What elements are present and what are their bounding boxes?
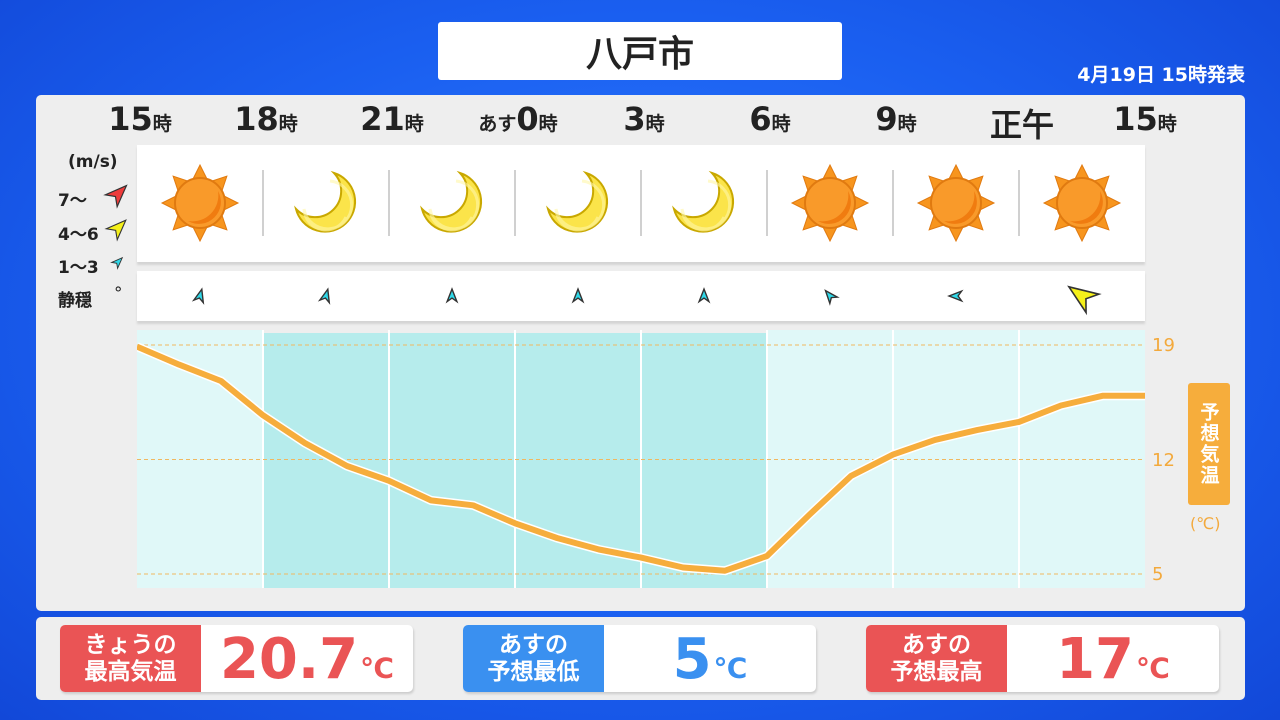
location-title: 八戸市: [438, 22, 842, 80]
wind-arrow-cyan-icon: [110, 256, 124, 270]
summary-label: あすの 予想最高: [866, 625, 1007, 692]
wind-unit-label: (m/s): [68, 152, 118, 172]
y-tick-5: 5: [1152, 564, 1164, 585]
hour-label: 21時: [360, 100, 424, 138]
wind-arrow-icon: [810, 276, 850, 316]
moon-icon: [412, 163, 492, 243]
wind-arrow-icon: [180, 276, 220, 316]
sun-icon: [160, 163, 240, 243]
wind-arrow-icon: [558, 276, 598, 316]
night-column: [389, 333, 515, 588]
column-separator: [892, 170, 894, 236]
wind-legend-7: 7〜: [58, 191, 87, 211]
hour-label: 15時: [1113, 100, 1177, 138]
wind-arrow-red-icon: [103, 184, 128, 209]
sun-icon: [790, 163, 870, 243]
night-column: [641, 333, 767, 588]
column-separator: [514, 170, 516, 236]
wind-arrow-icon: [684, 276, 724, 316]
hour-label: 18時: [234, 100, 298, 138]
temperature-chart: [137, 330, 1145, 588]
issued-time: 4月19日 15時発表: [1077, 64, 1245, 86]
sun-icon: [1042, 163, 1122, 243]
summary-card: あすの 予想最低 5 ℃: [463, 625, 816, 692]
y-tick-12: 12: [1152, 450, 1175, 471]
moon-icon: [286, 163, 366, 243]
moon-icon: [664, 163, 744, 243]
wind-arrow-yellow-icon: [104, 219, 127, 242]
wind-row: [137, 271, 1145, 321]
column-separator: [640, 170, 642, 236]
y-tick-19: 19: [1152, 335, 1175, 356]
wind-arrow-icon: [306, 276, 346, 316]
wind-legend-4-6: 4〜6: [58, 225, 99, 245]
y-axis-unit: (℃): [1190, 514, 1221, 533]
hour-label: 3時: [623, 100, 665, 138]
sun-icon: [916, 163, 996, 243]
wind-legend-icons: [103, 184, 128, 270]
summary-value: 5 ℃: [672, 627, 748, 692]
hour-label: 15時: [108, 100, 172, 138]
column-separator: [388, 170, 390, 236]
wind-arrow-icon: [936, 276, 976, 316]
summary-label: きょうの 最高気温: [60, 625, 201, 692]
night-column: [263, 333, 389, 588]
column-separator: [766, 170, 768, 236]
wind-arrow-icon: [1062, 276, 1102, 316]
hour-label: あす0時: [478, 100, 558, 138]
moon-icon: [538, 163, 618, 243]
wind-legend-1-3: 1〜3: [58, 258, 99, 278]
column-separator: [262, 170, 264, 236]
summary-value: 17 ℃: [1056, 627, 1170, 692]
column-separator: [1018, 170, 1020, 236]
y-axis-label: 予想気温: [1188, 383, 1230, 505]
summary-label: あすの 予想最低: [463, 625, 604, 692]
hour-label: 正午: [989, 106, 1054, 144]
wind-arrow-icon: [432, 276, 472, 316]
summary-value: 20.7 ℃: [219, 627, 395, 692]
summary-card: あすの 予想最高 17 ℃: [866, 625, 1219, 692]
weather-icon-row: [137, 145, 1145, 262]
hour-label: 6時: [749, 100, 791, 138]
wind-legend-calm: 静穏: [58, 291, 92, 311]
calm-symbol: °: [114, 284, 123, 304]
summary-card: きょうの 最高気温 20.7 ℃: [60, 625, 413, 692]
hour-label: 9時: [875, 100, 917, 138]
